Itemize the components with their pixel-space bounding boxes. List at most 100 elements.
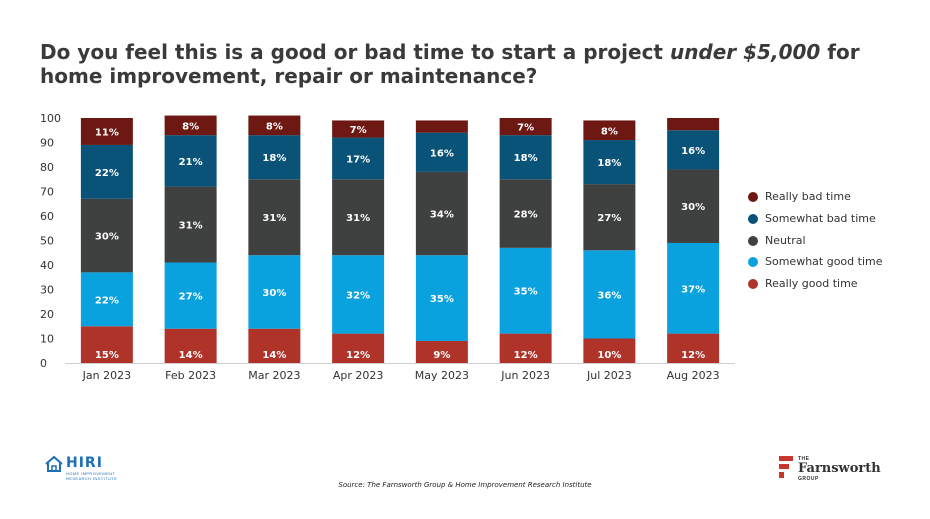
farnsworth-f-icon (779, 456, 793, 478)
chart-title: Do you feel this is a good or bad time t… (40, 40, 900, 88)
data-label: 18% (262, 153, 286, 164)
data-label: 7% (517, 123, 534, 134)
legend-item: Somewhat good time (748, 255, 898, 269)
data-label: 31% (262, 213, 286, 224)
bar-segment (499, 135, 552, 180)
data-label: 21% (179, 157, 203, 168)
bar-segment (667, 169, 720, 243)
bar-segment (164, 328, 217, 363)
bar-segment (332, 137, 385, 180)
bar-segment (332, 120, 385, 138)
bar-segment (248, 255, 301, 329)
bar-segment (415, 132, 468, 172)
data-label: 35% (514, 287, 538, 298)
bar-segment (415, 171, 468, 256)
legend-swatch (748, 257, 758, 268)
data-label: 10% (597, 350, 621, 361)
bar-segment (248, 115, 301, 136)
data-label: 12% (346, 350, 370, 361)
data-label: 35% (430, 294, 454, 305)
bar-segment (80, 198, 133, 273)
bar-segment (164, 262, 217, 329)
data-label: 16% (430, 148, 454, 159)
bar-segment (248, 328, 301, 363)
y-tick-label: 10 (40, 333, 54, 346)
legend-item: Really bad time (748, 190, 898, 204)
data-label: 8% (601, 126, 618, 137)
bar-segment (499, 247, 552, 334)
data-label: 11% (95, 127, 119, 138)
farnsworth-logo: THE Farnsworth GROUP (778, 456, 881, 482)
farnsworth-logo-the: THE (798, 456, 810, 462)
hiri-logo: HIRI HOME IMPROVEMENT RESEARCH INSTITUTE (44, 455, 117, 481)
bar-segment (499, 179, 552, 248)
bar-segment (583, 120, 636, 141)
bar-segment (248, 135, 301, 180)
bar-segment (80, 272, 133, 327)
data-label: 36% (597, 290, 621, 301)
data-label: 18% (597, 158, 621, 169)
bar-segment (415, 255, 468, 341)
data-label: 27% (179, 292, 203, 303)
farnsworth-logo-name: Farnsworth (798, 461, 881, 476)
data-label: 22% (95, 295, 119, 306)
bar-segment (415, 120, 468, 133)
data-label: 7% (350, 125, 367, 136)
y-tick-label: 100 (40, 112, 61, 125)
bar-segment (248, 179, 301, 256)
bar-segment (332, 333, 385, 363)
data-label: 30% (262, 288, 286, 299)
bar-segment (415, 340, 468, 363)
x-tick-label: Mar 2023 (248, 369, 300, 382)
y-tick-label: 0 (40, 357, 47, 370)
data-label: 8% (266, 121, 283, 132)
data-label: 34% (430, 210, 454, 221)
data-label: 18% (514, 153, 538, 164)
bar-segment (332, 179, 385, 256)
y-tick-label: 70 (40, 186, 54, 199)
x-tick-label: Jun 2023 (500, 369, 550, 382)
data-label: 31% (346, 213, 370, 224)
data-label: 15% (95, 350, 119, 361)
legend-item: Neutral (748, 234, 898, 248)
bar-segment (80, 326, 133, 363)
y-tick-label: 60 (40, 210, 54, 223)
data-label: 22% (95, 168, 119, 179)
bar-segment (164, 186, 217, 263)
y-tick-label: 40 (40, 259, 54, 272)
chart-title-emphasis: under $5,000 (669, 40, 821, 64)
legend-swatch (748, 235, 758, 246)
legend-swatch (748, 213, 758, 224)
bar-segment (164, 115, 217, 136)
bar-segment (499, 118, 552, 136)
y-tick-label: 80 (40, 161, 54, 174)
data-label: 14% (262, 350, 286, 361)
x-tick-label: May 2023 (415, 369, 469, 382)
data-label: 30% (95, 232, 119, 243)
chart-title-part-1: Do you feel this is a good or bad time t… (40, 40, 670, 64)
legend-item: Really good time (748, 277, 898, 291)
y-tick-label: 30 (40, 284, 54, 297)
data-label: 17% (346, 154, 370, 165)
y-tick-label: 20 (40, 308, 54, 321)
x-tick-label: Feb 2023 (165, 369, 216, 382)
bar-segment (667, 118, 720, 131)
legend-label: Somewhat good time (765, 255, 883, 269)
data-label: 9% (433, 350, 450, 361)
source-note: Source: The Farnsworth Group & Home Impr… (338, 481, 592, 489)
legend-label: Neutral (765, 233, 806, 247)
legend-item: Somewhat bad time (748, 212, 898, 226)
legend-swatch (748, 192, 758, 202)
data-label: 14% (179, 350, 203, 361)
bar-segment (667, 333, 720, 363)
legend-label: Really good time (765, 277, 858, 290)
hiri-logo-subtitle-2: RESEARCH INSTITUTE (66, 476, 118, 481)
bar-segment (667, 130, 720, 170)
y-tick-label: 50 (40, 235, 54, 248)
legend-label: Really bad time (765, 190, 851, 203)
data-label: 31% (179, 221, 203, 232)
legend-swatch (748, 279, 758, 289)
house-icon (45, 455, 63, 472)
bar-segment (332, 255, 385, 334)
